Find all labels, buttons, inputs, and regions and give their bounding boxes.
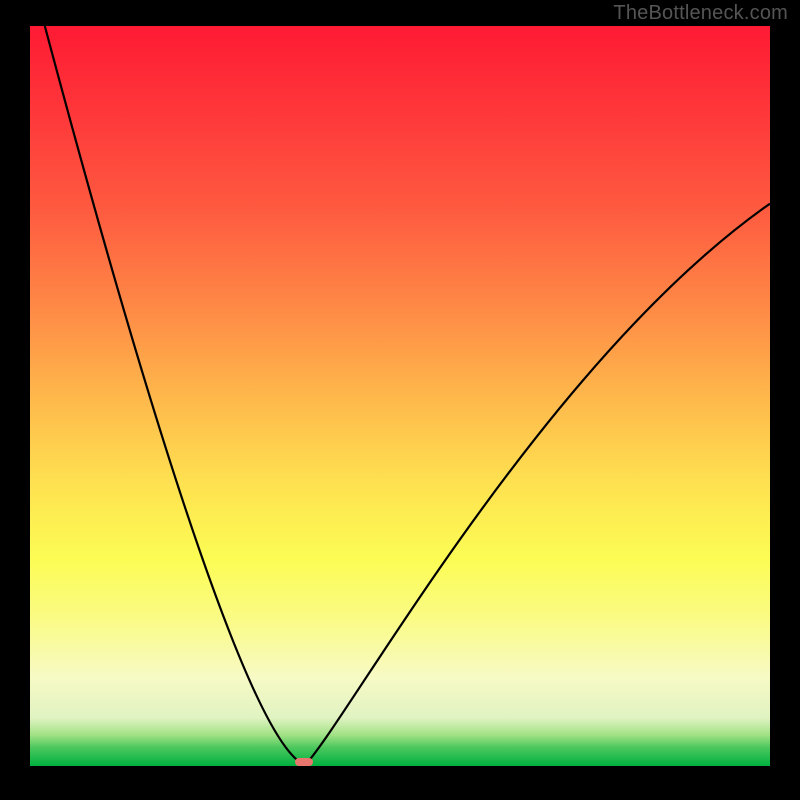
minimum-marker	[295, 758, 313, 766]
watermark-text: TheBottleneck.com	[613, 2, 788, 25]
chart-frame: TheBottleneck.com	[0, 0, 800, 800]
bottleneck-curve-svg	[30, 26, 770, 766]
plot-area	[30, 26, 770, 766]
gradient-background	[30, 26, 770, 766]
